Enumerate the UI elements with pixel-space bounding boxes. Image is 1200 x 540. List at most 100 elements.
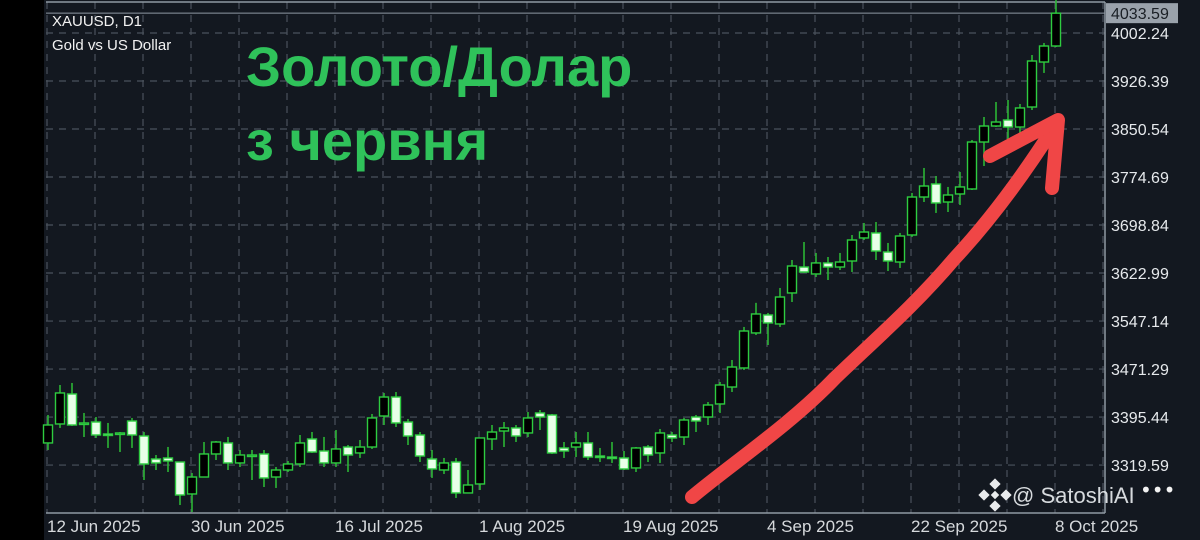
candle-bullish (810, 252, 822, 278)
candle-bullish (774, 287, 786, 327)
candle-body (618, 457, 630, 470)
candle-body (234, 454, 246, 464)
candle-bullish (294, 434, 306, 468)
candle-body (546, 414, 558, 454)
candle-bearish (306, 432, 318, 453)
candle-body (330, 448, 342, 464)
candle-bullish (114, 432, 126, 453)
candle-body (114, 432, 126, 436)
candle-body (714, 384, 726, 405)
candle-body (486, 431, 498, 440)
x-tick-label: 8 Oct 2025 (1055, 517, 1138, 536)
candle-body (522, 417, 534, 434)
candle-body (342, 446, 354, 456)
x-tick-label: 16 Jul 2025 (335, 517, 423, 536)
candle-body (198, 453, 210, 478)
y-tick-label: 3774.69 (1111, 170, 1169, 187)
candle-body (966, 141, 978, 190)
candle-body (450, 461, 462, 494)
candle-body (786, 265, 798, 294)
y-tick-label: 3926.39 (1111, 74, 1169, 91)
candle-bearish (510, 424, 522, 443)
candle-body (162, 457, 174, 462)
candle-body (882, 251, 894, 262)
current-price-value: 4033.59 (1111, 6, 1169, 23)
candle-bullish (246, 449, 258, 480)
candle-bullish (750, 302, 762, 335)
y-tick-label: 3850.54 (1111, 122, 1169, 139)
candle-bullish (462, 469, 474, 494)
candle-bearish (930, 176, 942, 213)
candle-body (738, 330, 750, 369)
arrow-shaft (685, 117, 1063, 504)
candle-body (918, 185, 930, 198)
candle-bearish (90, 417, 102, 438)
candle-bearish (342, 444, 354, 473)
candle-bullish (1050, 0, 1062, 48)
candle-bullish (654, 428, 666, 463)
red-arrow-drawing (685, 113, 1065, 504)
candle-body (138, 435, 150, 465)
candles (42, 0, 1062, 513)
x-axis: 12 Jun 2025 30 Jun 2025 16 Jul 2025 1 Au… (47, 517, 1138, 536)
candle-bullish (210, 441, 222, 460)
candle-body (906, 196, 918, 236)
candle-bearish (822, 257, 834, 280)
candle-bullish (786, 259, 798, 303)
candle-body (774, 296, 786, 325)
candle-body (846, 239, 858, 262)
candle-bearish (162, 446, 174, 473)
candle-body (1038, 45, 1050, 63)
candle-body (318, 450, 330, 464)
candle-bearish (762, 312, 774, 345)
candle-bullish (570, 432, 582, 458)
candle-body (822, 262, 834, 268)
more-dots-icon[interactable]: ••• (1140, 478, 1175, 502)
y-tick-label: 3471.29 (1111, 362, 1169, 379)
candle-bearish (690, 414, 702, 433)
candle-body (606, 456, 618, 460)
candle-bearish (390, 392, 402, 428)
candle-bearish (882, 242, 894, 271)
x-tick-label: 30 Jun 2025 (191, 517, 285, 536)
candle-bullish (702, 402, 714, 425)
description-label: Gold vs US Dollar (52, 37, 171, 54)
candle-bearish (606, 442, 618, 463)
candle-bearish (318, 436, 330, 468)
candle-bearish (546, 413, 558, 454)
candle-bearish (1002, 99, 1014, 143)
candle-body (762, 314, 774, 324)
x-tick-label: 22 Sep 2025 (911, 517, 1007, 536)
y-tick-label: 3395.44 (1111, 410, 1169, 427)
candle-body (90, 421, 102, 436)
candle-bearish (402, 418, 414, 445)
candle-body (474, 437, 486, 485)
candle-body (630, 447, 642, 469)
candle-body (666, 434, 678, 439)
candle-bearish (426, 449, 438, 478)
candle-body (294, 442, 306, 465)
candle-bullish (54, 384, 66, 428)
candle-body (930, 183, 942, 204)
candle-bearish (558, 442, 570, 458)
candle-bearish (66, 382, 78, 426)
candle-body (654, 432, 666, 454)
candle-bullish (1014, 103, 1026, 137)
candle-bullish (474, 437, 486, 490)
candle-body (102, 433, 114, 437)
y-axis: 4033.59 4002.24 3926.39 3850.54 3774.69 … (1106, 3, 1178, 475)
candle-bullish (282, 461, 294, 473)
candle-bullish (78, 412, 90, 438)
candle-body (126, 420, 138, 436)
candle-bullish (234, 449, 246, 468)
candle-bearish (258, 449, 270, 488)
candle-body (1026, 60, 1038, 108)
symbol-label: XAUUSD, D1 (52, 13, 142, 30)
x-tick-label: 4 Sep 2025 (767, 517, 854, 536)
candle-body (642, 446, 654, 456)
candle-bullish (522, 412, 534, 438)
candle-body (258, 453, 270, 479)
candle-bearish (594, 447, 606, 463)
candle-body (222, 442, 234, 464)
